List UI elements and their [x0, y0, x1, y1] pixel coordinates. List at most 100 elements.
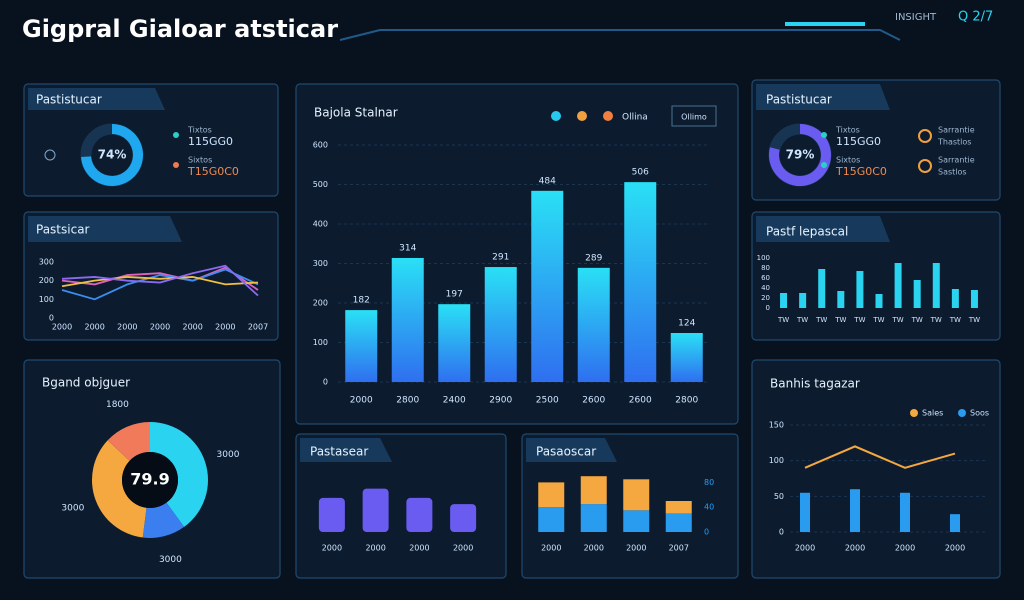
bar	[450, 504, 477, 532]
bar-label: 314	[399, 243, 416, 253]
x-tick-label: 2000	[409, 544, 429, 553]
x-tick-label: 2800	[675, 396, 698, 406]
item-label: Sixtos	[836, 156, 860, 165]
x-tick-label: TW	[968, 316, 980, 324]
item-value: T15G0C0	[187, 165, 239, 178]
y-tick-label: 40	[761, 284, 770, 292]
y-tick-label: 600	[313, 141, 328, 150]
legend-dot	[603, 111, 613, 121]
x-tick-label: 2900	[489, 396, 512, 406]
bar-segment	[580, 476, 607, 505]
bar-label: 182	[353, 296, 370, 306]
x-tick-label: 2000	[945, 544, 965, 553]
donut-label: 1800	[106, 400, 129, 410]
x-tick-label: 2000	[541, 544, 561, 553]
donut-label: 3000	[159, 555, 182, 565]
line	[61, 266, 259, 291]
header-title: Gigpral Gialoar atsticar	[22, 15, 338, 43]
legend-label: Sales	[922, 409, 943, 418]
donut-segment	[92, 440, 147, 538]
x-tick-label: 2000	[845, 544, 865, 553]
x-tick-label: TW	[853, 316, 865, 324]
y-tick-label: 60	[761, 274, 770, 282]
panel-title: Pasaoscar	[536, 445, 596, 459]
bar	[318, 497, 345, 532]
line	[804, 445, 956, 469]
x-tick-label: 2000	[350, 396, 373, 406]
x-tick-label: 2007	[248, 323, 268, 332]
legend-dot	[910, 409, 918, 417]
bar-label: 197	[446, 290, 463, 300]
panel-title: Pastasear	[310, 445, 368, 459]
filter-box[interactable]	[671, 105, 717, 127]
indicator	[918, 129, 932, 143]
header-clock: Q 2/7	[958, 10, 993, 25]
bar	[837, 291, 845, 308]
x-tick-label: TW	[815, 316, 827, 324]
bar	[670, 333, 703, 382]
bar-segment	[623, 510, 650, 532]
x-tick-label: 2000	[365, 544, 385, 553]
y-tick-label: 200	[313, 299, 328, 308]
x-tick-label: TW	[796, 316, 808, 324]
x-tick-label: 2600	[629, 396, 652, 406]
icon	[44, 149, 56, 161]
item-dot	[173, 132, 179, 138]
y-tick-label: 200	[39, 276, 54, 285]
x-tick-label: 2800	[396, 396, 419, 406]
bar	[932, 263, 940, 308]
donut-hole	[122, 452, 178, 508]
panel-title: Pastistucar	[36, 93, 102, 107]
line	[61, 268, 259, 301]
bar-segment	[580, 504, 607, 532]
item-label: Sixtos	[188, 156, 212, 165]
line	[61, 264, 259, 297]
x-tick-label: 2400	[443, 396, 466, 406]
donut-segment	[150, 422, 208, 527]
y-tick-label: 400	[313, 220, 328, 229]
bar	[875, 294, 883, 308]
y-tick-label: 100	[769, 456, 784, 465]
x-tick-label: 2000	[52, 323, 72, 332]
filter-text: Ollimo	[681, 113, 707, 122]
item-label: Tixtos	[835, 126, 860, 135]
y-tick-label: 0	[779, 528, 784, 537]
ring-center: 79%	[786, 148, 815, 162]
y-tick-label: 0	[49, 314, 54, 323]
bar	[800, 492, 810, 532]
bar	[856, 271, 864, 308]
bar	[900, 492, 910, 532]
ring-arc	[768, 124, 831, 186]
panel-title: Pastistucar	[766, 93, 832, 107]
panel-title: Pastf lepascal	[766, 225, 848, 239]
legend-label: Ollina	[622, 113, 648, 123]
y-tick-label: 40	[704, 503, 714, 512]
header-line	[339, 29, 901, 41]
legend-label: Soos	[970, 409, 989, 418]
x-tick-label: TW	[949, 316, 961, 324]
x-tick-label: 2000	[182, 323, 202, 332]
y-tick-label: 300	[313, 259, 328, 268]
x-tick-label: 2000	[453, 544, 473, 553]
indicator-label: Sarrantie	[938, 156, 975, 165]
y-tick-label: 50	[774, 492, 784, 501]
bar-segment	[538, 507, 565, 532]
x-tick-label: 2600	[582, 396, 605, 406]
bar-segment	[538, 482, 565, 508]
bar	[484, 267, 517, 382]
y-tick-label: 100	[39, 295, 54, 304]
bar	[850, 489, 860, 532]
x-tick-label: 2000	[626, 544, 646, 553]
y-tick-label: 0	[766, 304, 770, 312]
y-tick-label: 300	[39, 258, 54, 267]
item-dot	[173, 162, 179, 168]
x-tick-label: 2000	[150, 323, 170, 332]
header-status: INSIGHT	[895, 12, 937, 23]
bar	[438, 304, 471, 382]
x-tick-label: 2000	[895, 544, 915, 553]
y-tick-label: 0	[704, 528, 709, 537]
bar-label: 124	[678, 319, 695, 329]
item-value: 115GG0	[836, 135, 881, 148]
bar	[531, 190, 564, 382]
bar	[780, 293, 788, 308]
